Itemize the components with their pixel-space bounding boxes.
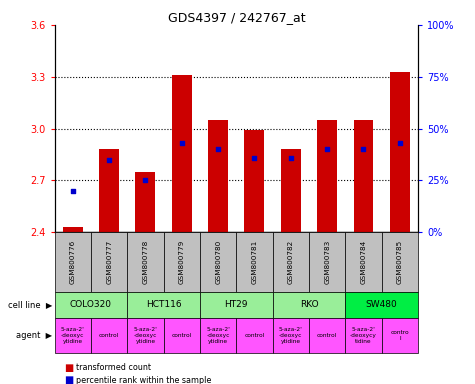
Bar [353,120,373,232]
Bar [135,172,155,232]
Text: cell line  ▶: cell line ▶ [8,300,52,310]
Bar [245,130,265,232]
Bar [99,149,119,232]
Bar [281,149,301,232]
Text: GSM800779: GSM800779 [179,240,185,284]
Text: GSM800785: GSM800785 [397,240,403,284]
Bar [390,71,410,232]
Text: GSM800783: GSM800783 [324,240,330,284]
Text: GSM800777: GSM800777 [106,240,112,284]
Text: 5-aza-2'
-deoxyc
ytidine: 5-aza-2' -deoxyc ytidine [61,327,85,344]
Text: HCT116: HCT116 [146,300,181,310]
Point [287,155,294,161]
Text: HT29: HT29 [225,300,248,310]
Point [178,140,186,146]
Text: ■: ■ [64,363,73,373]
Text: agent  ▶: agent ▶ [16,331,52,340]
Text: 5-aza-2'
-deoxyc
ytidine: 5-aza-2' -deoxyc ytidine [279,327,303,344]
Point [214,146,222,152]
Text: percentile rank within the sample: percentile rank within the sample [76,376,211,384]
Text: SW480: SW480 [366,300,398,310]
Text: GSM800780: GSM800780 [215,240,221,284]
Text: 5-aza-2'
-deoxyc
ytidine: 5-aza-2' -deoxyc ytidine [206,327,230,344]
Text: GSM800781: GSM800781 [251,240,257,284]
Point [360,146,367,152]
Text: control: control [317,333,337,338]
Point [142,177,149,184]
Text: control: control [171,333,192,338]
Point [396,140,404,146]
Bar [317,120,337,232]
Text: GSM800776: GSM800776 [70,240,76,284]
Bar [172,75,192,232]
Point [105,157,113,163]
Text: COLO320: COLO320 [70,300,112,310]
Title: GDS4397 / 242767_at: GDS4397 / 242767_at [168,11,305,24]
Text: GSM800778: GSM800778 [142,240,149,284]
Point [69,188,76,194]
Text: control: control [244,333,265,338]
Text: 5-aza-2'
-deoxycy
tidine: 5-aza-2' -deoxycy tidine [350,327,377,344]
Text: ■: ■ [64,375,73,384]
Text: control: control [99,333,119,338]
Bar [63,227,83,232]
Point [323,146,331,152]
Text: contro
l: contro l [390,330,409,341]
Text: GSM800784: GSM800784 [361,240,367,284]
Bar [208,120,228,232]
Text: GSM800782: GSM800782 [288,240,294,284]
Point [251,155,258,161]
Text: 5-aza-2'
-deoxyc
ytidine: 5-aza-2' -deoxyc ytidine [133,327,157,344]
Text: RKO: RKO [300,300,318,310]
Text: transformed count: transformed count [76,363,151,372]
